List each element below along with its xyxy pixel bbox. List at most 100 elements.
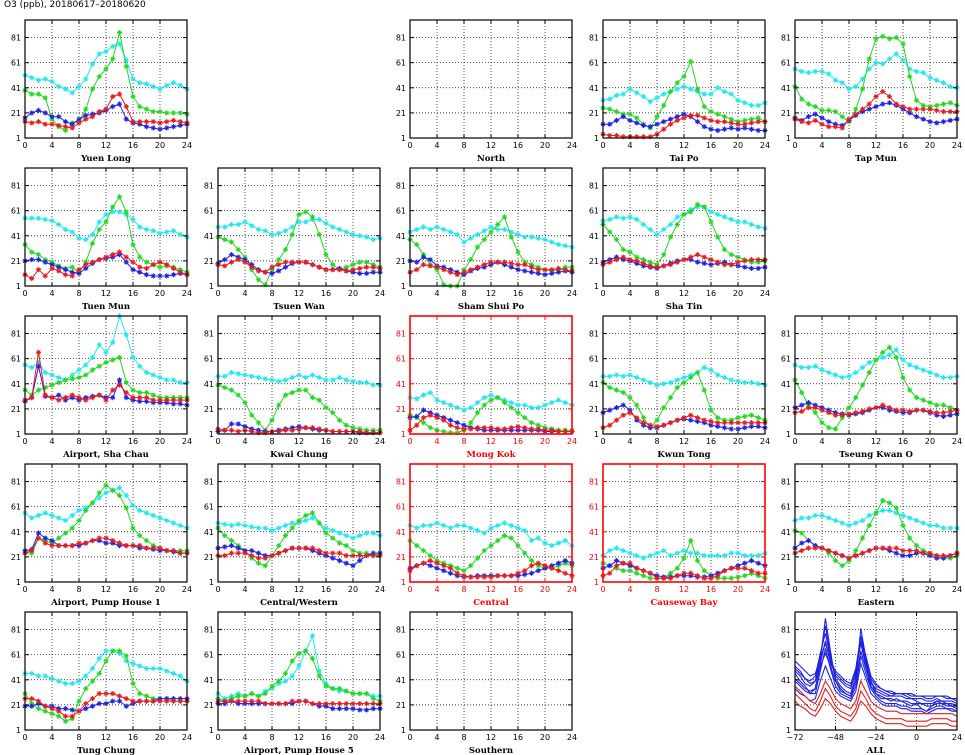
data-point	[164, 125, 170, 131]
data-point	[350, 535, 356, 541]
data-point	[607, 407, 613, 413]
data-point	[735, 426, 741, 432]
data-point	[859, 86, 866, 92]
y-tick-label: 1	[16, 726, 21, 735]
data-point	[886, 93, 893, 100]
y-tick-label: 21	[396, 109, 406, 118]
data-point	[330, 527, 336, 534]
x-tick-label: 4	[434, 733, 439, 742]
data-point	[343, 688, 349, 694]
data-point	[839, 563, 845, 569]
data-point	[157, 397, 163, 403]
data-point	[303, 209, 309, 215]
data-point	[116, 485, 123, 491]
x-tick-label: −24	[868, 733, 885, 742]
x-tick-label: 16	[128, 733, 138, 742]
data-point	[640, 221, 647, 228]
x-tick-label: −48	[827, 733, 844, 742]
data-point	[627, 550, 633, 556]
data-point	[157, 374, 163, 381]
data-point	[143, 369, 150, 376]
data-point	[76, 83, 82, 90]
data-point	[276, 542, 282, 549]
x-tick-label: 8	[654, 141, 659, 150]
data-point	[89, 61, 96, 67]
data-point	[228, 542, 235, 549]
data-point	[130, 216, 136, 223]
data-point	[170, 698, 177, 704]
data-point	[83, 262, 89, 268]
data-point	[461, 568, 467, 574]
data-point	[688, 58, 694, 65]
x-tick-label: 0	[407, 289, 412, 298]
x-tick-label: 20	[155, 437, 165, 446]
data-point	[164, 110, 170, 116]
data-point	[947, 405, 953, 411]
data-point	[69, 264, 75, 270]
data-point	[839, 114, 845, 120]
data-point	[454, 522, 460, 529]
data-point	[336, 558, 343, 564]
data-point	[812, 405, 818, 411]
data-point	[83, 397, 89, 403]
data-point	[89, 354, 96, 361]
data-point	[330, 706, 336, 712]
data-point	[634, 570, 640, 576]
data-point	[441, 282, 447, 288]
data-point	[103, 359, 109, 366]
data-point	[620, 114, 626, 120]
data-point	[846, 555, 852, 561]
data-point	[708, 553, 714, 559]
data-point	[242, 698, 248, 704]
data-point	[613, 117, 620, 124]
data-point	[103, 349, 109, 356]
data-point	[613, 563, 620, 569]
data-point	[150, 665, 156, 672]
x-tick-label: 8	[846, 141, 851, 150]
data-point	[35, 673, 42, 679]
data-point	[721, 374, 728, 381]
data-point	[839, 125, 845, 131]
x-tick-label: 4	[242, 289, 247, 298]
data-point	[309, 214, 316, 220]
y-tick-label: 81	[11, 330, 21, 339]
data-point	[323, 525, 329, 531]
data-point	[164, 377, 170, 383]
data-point	[832, 426, 839, 432]
data-point	[249, 548, 255, 554]
data-point	[900, 57, 906, 63]
data-point	[116, 29, 123, 36]
data-point	[859, 517, 866, 524]
data-point	[528, 269, 535, 275]
data-point	[715, 423, 721, 430]
data-point	[667, 575, 674, 581]
data-point	[228, 221, 235, 228]
data-point	[488, 542, 494, 549]
data-point	[177, 231, 183, 238]
data-point	[755, 127, 761, 134]
data-point	[56, 379, 62, 386]
x-tick-label: 20	[733, 585, 743, 594]
data-point	[640, 122, 647, 129]
data-point	[150, 83, 156, 90]
data-point	[76, 698, 82, 704]
data-point	[508, 425, 514, 431]
data-point	[708, 367, 714, 373]
data-point	[35, 535, 42, 541]
x-tick-label: 16	[513, 141, 523, 150]
data-point	[501, 573, 508, 579]
data-point	[441, 226, 447, 233]
data-point	[920, 520, 926, 526]
data-point	[839, 412, 845, 418]
series-line	[794, 650, 957, 707]
data-point	[907, 535, 913, 541]
data-point	[755, 415, 761, 421]
data-point	[427, 412, 433, 418]
y-tick-label: 61	[781, 651, 791, 660]
data-point	[282, 670, 289, 677]
panel-title: Sham Shui Po	[458, 302, 525, 312]
data-point	[235, 221, 241, 228]
data-point	[427, 257, 433, 263]
data-point	[29, 110, 35, 116]
